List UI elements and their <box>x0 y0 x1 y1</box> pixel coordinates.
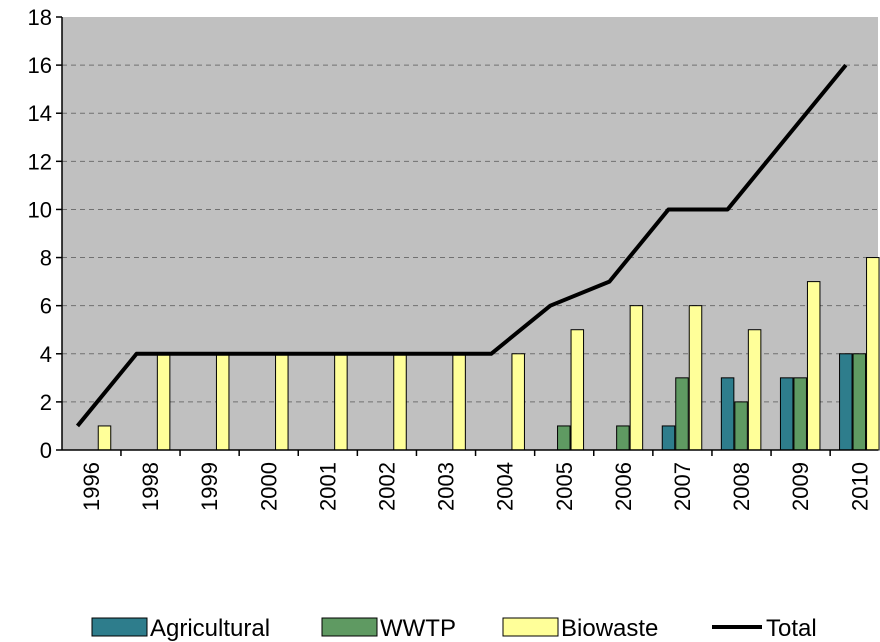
bar-biowaste-2005 <box>570 329 585 451</box>
bar-wwtp-2008 <box>734 401 748 451</box>
bar-biowaste-1998 <box>156 353 171 451</box>
x-tick-label: 2001 <box>315 462 340 511</box>
legend-swatch-wwtp <box>321 617 378 637</box>
bar-wwtp-2006 <box>616 425 630 451</box>
bar-wwtp-2009 <box>793 377 807 451</box>
x-tick-label: 1999 <box>197 462 222 511</box>
y-tick-label: 0 <box>40 438 52 463</box>
bar-biowaste-1999 <box>215 353 230 451</box>
bar-agricultural-2007 <box>661 425 676 451</box>
y-tick-label: 2 <box>40 390 52 415</box>
y-tick-label: 14 <box>28 101 52 126</box>
bar-wwtp-2005 <box>557 425 571 451</box>
y-tick-label: 6 <box>40 294 52 319</box>
x-tick-label: 2008 <box>729 462 754 511</box>
bar-biowaste-2010 <box>866 257 880 451</box>
x-tick-label: 2005 <box>552 462 577 511</box>
x-tick-label: 1998 <box>138 462 163 511</box>
x-tick-label: 2003 <box>434 462 459 511</box>
x-tick-label: 2002 <box>375 462 400 511</box>
legend: Agricultural WWTP Biowaste Total <box>91 615 817 642</box>
legend-label-total: Total <box>766 615 817 642</box>
bar-biowaste-2000 <box>275 353 289 451</box>
total-line <box>75 63 848 428</box>
bar-biowaste-2001 <box>334 353 348 451</box>
legend-label-agricultural: Agricultural <box>150 615 270 642</box>
y-tick-label: 4 <box>40 342 52 367</box>
series-line-total <box>75 63 848 428</box>
bar-biowaste-2003 <box>452 353 466 451</box>
bar-agricultural-2008 <box>720 377 735 451</box>
y-tick-label: 12 <box>28 149 52 174</box>
x-tick-label: 2010 <box>847 462 872 511</box>
bar-agricultural-2010 <box>839 353 853 451</box>
x-tick-label: 2004 <box>493 462 518 511</box>
bar-biowaste-2009 <box>806 281 821 451</box>
bars <box>97 257 880 451</box>
bar-biowaste-2002 <box>393 353 407 451</box>
bar-agricultural-2009 <box>779 377 794 451</box>
x-axis: 1996 1998 1999 2000 2001 2002 2003 2004 2005 2006… <box>62 449 878 511</box>
y-tick-label: 8 <box>40 246 52 271</box>
legend-swatch-agricultural <box>91 617 148 637</box>
bar-biowaste-1996 <box>97 425 112 451</box>
y-axis: 0 2 4 6 8 10 12 14 16 18 <box>28 5 63 463</box>
legend-label-biowaste: Biowaste <box>561 615 658 642</box>
y-tick-label: 16 <box>28 53 52 78</box>
bar-wwtp-2007 <box>675 377 689 451</box>
plot-area <box>62 17 878 450</box>
y-tick-label: 10 <box>28 197 52 222</box>
legend-label-wwtp: WWTP <box>380 615 456 642</box>
x-tick-label: 2009 <box>788 462 813 511</box>
x-tick-label: 1996 <box>79 462 104 511</box>
bar-biowaste-2004 <box>511 353 525 451</box>
x-tick-label: 2000 <box>256 462 281 511</box>
x-tick-label: 2006 <box>611 462 636 511</box>
bar-biowaste-2008 <box>747 329 762 451</box>
bar-biowaste-2007 <box>688 305 703 451</box>
legend-swatch-biowaste <box>502 617 559 637</box>
y-tick-label: 18 <box>28 5 52 30</box>
bar-wwtp-2010 <box>852 353 867 451</box>
bar-biowaste-2006 <box>629 305 644 451</box>
x-tick-label: 2007 <box>670 462 695 511</box>
